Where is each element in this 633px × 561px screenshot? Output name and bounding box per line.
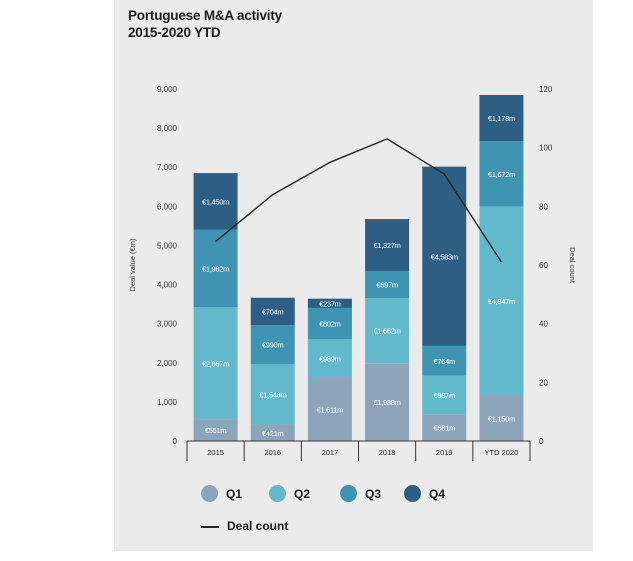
data-label: €1,672m [488,170,515,179]
y-tick-label: 9,000 [157,85,178,94]
title-line-1: Portuguese M&A activity [128,8,282,23]
data-label: €681m [434,424,455,433]
y2-tick-label: 60 [539,261,548,270]
legend-label-q1: Q1 [226,487,243,501]
data-label: €1,662m [374,327,401,336]
data-label: €704m [262,308,283,317]
bar-segment [365,363,410,441]
x-tick-label: 2019 [436,448,453,457]
data-label: €1,327m [374,241,401,250]
bar-segment [193,419,238,441]
x-tick-label: 2018 [379,448,396,457]
bar-segment [365,270,410,299]
legend-swatch-q2 [269,485,286,502]
data-label: €1,450m [202,197,229,206]
data-label: €987m [434,391,455,400]
deal-count-line [215,138,503,263]
y2-tick-label: 100 [539,144,553,153]
bar-segment [365,219,410,271]
y-tick-label: 1,000 [157,398,178,407]
bar-segment [250,297,295,326]
bar-segment [479,396,524,441]
y-tick-label: 6,000 [157,202,178,211]
bar-segment [193,229,238,308]
bar-segment [250,325,295,364]
bar-segment [479,141,524,207]
x-tick-label: 2015 [207,448,224,457]
bar-segment [365,298,410,364]
y-tick-label: 3,000 [157,320,178,329]
data-label: €551m [205,426,226,435]
data-label: €2,867m [202,359,229,368]
y-tick-label: 4,000 [157,281,178,290]
x-tick-label: YTD 2020 [485,448,519,457]
y-tick-label: 2,000 [157,359,178,368]
legend-line-swatch [201,526,219,528]
data-label: €764m [434,357,455,366]
data-label: €1,611m [317,405,344,414]
bar-segment [307,339,352,378]
data-label: €1,150m [488,415,515,424]
bar-segment [193,173,238,230]
legend-swatch-q1 [201,485,218,502]
bar-segment [307,298,352,308]
data-label: €802m [319,320,340,329]
legend-label-deal-count: Deal count [227,519,289,533]
data-label: €990m [262,341,283,350]
x-tick-label: 2016 [264,448,281,457]
bar-segment [250,363,295,425]
y-tick-label: 0 [173,437,178,446]
data-label: €989m [319,355,340,364]
x-tick-label: 2017 [322,448,339,457]
bar-segment [479,206,524,397]
bar-segment [479,94,524,142]
chart-title: Portuguese M&A activity 2015-2020 YTD [128,7,282,41]
legend-swatch-q4 [404,485,421,502]
legend-label-q4: Q4 [429,487,446,501]
legend-label-q2: Q2 [294,487,311,501]
y2-axis-label: Deal count [568,247,577,284]
data-label: €1,988m [374,398,401,407]
data-label: €1,982m [202,265,229,274]
y2-tick-label: 40 [539,320,548,329]
y-tick-label: 5,000 [157,241,178,250]
data-label: €4,583m [431,252,458,261]
bar-segment [307,377,352,441]
data-label: €4,847m [488,297,515,306]
legend-label-q3: Q3 [365,487,382,501]
y2-tick-label: 0 [539,437,544,446]
y-tick-label: 7,000 [157,163,178,172]
data-label: €421m [262,429,283,438]
data-label: €697m [376,281,397,290]
data-label: €1,178m [488,114,515,123]
bar-segment [422,414,467,441]
y2-tick-label: 80 [539,202,548,211]
y2-tick-label: 20 [539,378,548,387]
bar-segment [193,307,238,420]
legend-swatch-q3 [340,485,357,502]
bar-segment [422,375,467,415]
bar-segment [422,345,467,376]
bar-segment [250,424,295,441]
y2-tick-label: 120 [539,85,553,94]
y-axis-label: Deal value (€m) [128,238,137,291]
y-tick-label: 8,000 [157,124,178,133]
bar-segment [307,307,352,340]
title-line-2: 2015-2020 YTD [128,25,221,40]
data-label: €237m [319,299,340,308]
data-label: €1,548m [259,390,286,399]
